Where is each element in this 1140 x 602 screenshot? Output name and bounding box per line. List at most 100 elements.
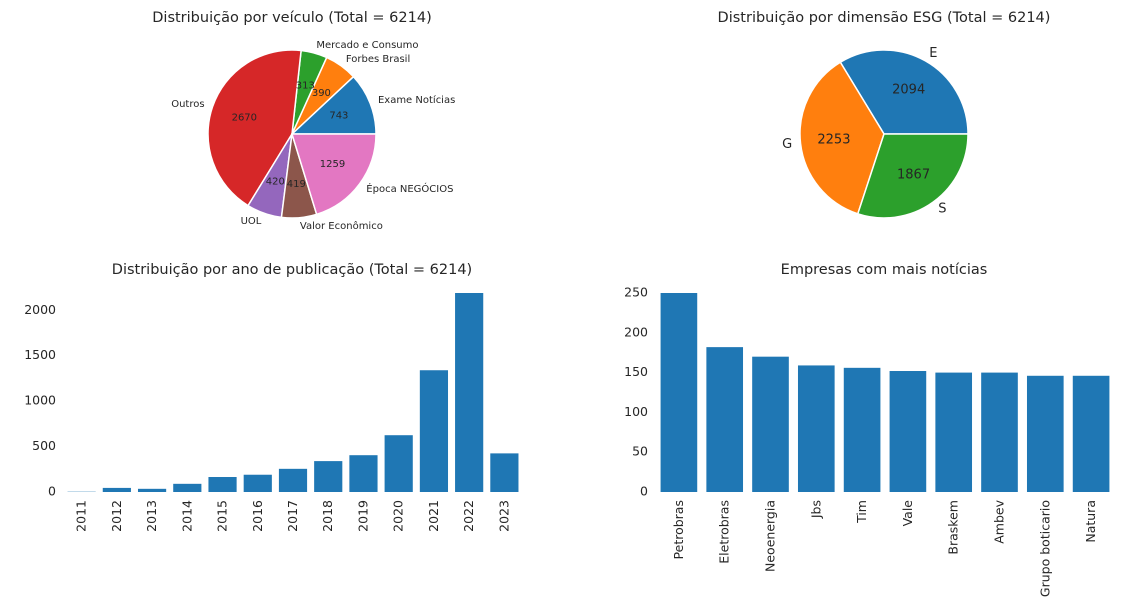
year-bar-2015 bbox=[208, 477, 237, 492]
year-ytick-2000: 2000 bbox=[24, 302, 56, 317]
company-ytick-50: 50 bbox=[632, 444, 648, 459]
company-xtick-eletrobras: Eletrobras bbox=[717, 500, 732, 564]
company-ytick-100: 100 bbox=[624, 404, 648, 419]
company-bar-panel: Empresas com mais notícias 0 50 100 150 200 2… bbox=[624, 262, 1110, 597]
company-bar-braskem bbox=[935, 372, 973, 492]
year-bar-title: Distribuição por ano de publicação (Tota… bbox=[112, 262, 472, 278]
vehicle-pie-value-forbes-brasil: 390 bbox=[312, 88, 331, 99]
year-bar-2020 bbox=[384, 435, 413, 492]
company-bar-jbs bbox=[797, 365, 835, 492]
company-bar-neoenergia bbox=[752, 356, 789, 492]
year-y-ticks: 0 500 1000 1500 2000 bbox=[24, 302, 56, 499]
year-bar-2018 bbox=[314, 461, 343, 492]
company-xtick-jbs: Jbs bbox=[808, 500, 823, 519]
year-xtick-2022: 2022 bbox=[461, 500, 476, 532]
year-ytick-500: 500 bbox=[32, 438, 56, 453]
vehicle-pie-label-forbes-brasil: Forbes Brasil bbox=[346, 54, 410, 65]
vehicle-pie-label-mercado-e-consumo: Mercado e Consumo bbox=[316, 40, 418, 51]
company-xtick-grupo-boticario: Grupo boticario bbox=[1037, 500, 1052, 597]
vehicle-pie-label-valor-economico: Valor Econômico bbox=[300, 220, 383, 232]
company-bar-tim bbox=[843, 367, 881, 492]
year-bar-2013 bbox=[137, 488, 167, 492]
company-xtick-petrobras: Petrobras bbox=[671, 500, 686, 559]
vehicle-pie-slices bbox=[207, 49, 377, 219]
vehicle-pie-label-epoca-negocios: Época NEGÓCIOS bbox=[366, 182, 453, 195]
esg-pie-value-s: 1867 bbox=[897, 167, 930, 182]
vehicle-pie-slice-epoca-negocios bbox=[290, 133, 377, 216]
esg-pie-slice-g bbox=[799, 61, 885, 215]
year-xtick-2019: 2019 bbox=[355, 500, 370, 532]
esg-pie-value-e: 2094 bbox=[892, 83, 925, 98]
company-bar-natura bbox=[1072, 375, 1110, 492]
year-xtick-2013: 2013 bbox=[144, 500, 159, 532]
year-bar-2012 bbox=[102, 487, 131, 492]
year-x-ticks: 2011 2012 2013 2014 2015 2016 2017 2018 2019 2020… bbox=[74, 500, 512, 532]
year-bar-2016 bbox=[243, 474, 272, 492]
vehicle-pie-label-exame-noticias: Exame Notícias bbox=[378, 94, 455, 106]
year-xtick-2021: 2021 bbox=[426, 500, 441, 532]
esg-pie-slices bbox=[799, 49, 969, 219]
company-xtick-natura: Natura bbox=[1083, 500, 1098, 543]
year-bar-2022 bbox=[455, 293, 484, 492]
year-ytick-0: 0 bbox=[48, 484, 56, 499]
company-xtick-braskem: Braskem bbox=[946, 500, 961, 555]
company-ytick-200: 200 bbox=[624, 324, 648, 339]
esg-pie-slice-s bbox=[856, 133, 969, 219]
vehicle-pie-value-epoca-negocios: 1259 bbox=[320, 159, 345, 170]
company-bar-ambev bbox=[981, 372, 1018, 492]
vehicle-pie-value-outros: 2670 bbox=[232, 113, 257, 124]
esg-pie-label-e: E bbox=[929, 46, 937, 61]
year-xtick-2016: 2016 bbox=[250, 500, 265, 532]
year-bar-panel: Distribuição por ano de publicação (Tota… bbox=[24, 262, 519, 532]
vehicle-pie-value-uol: 420 bbox=[266, 177, 285, 188]
esg-pie-slice-e bbox=[839, 49, 969, 135]
year-xtick-2020: 2020 bbox=[391, 500, 406, 532]
year-xtick-2012: 2012 bbox=[109, 500, 124, 532]
vehicle-pie-title: Distribuição por veículo (Total = 6214) bbox=[152, 10, 431, 26]
year-ytick-1000: 1000 bbox=[24, 393, 56, 408]
year-xtick-2023: 2023 bbox=[496, 500, 511, 532]
company-bar-grupo-boticario bbox=[1026, 375, 1064, 492]
esg-pie-value-g: 2253 bbox=[817, 132, 850, 147]
esg-pie-label-s: S bbox=[938, 201, 946, 216]
year-ytick-1500: 1500 bbox=[24, 347, 56, 362]
year-bar-2019 bbox=[349, 455, 378, 492]
vehicle-pie-labels: Exame Notícias 743 Forbes Brasil 390 Mercado… bbox=[171, 40, 455, 232]
company-xtick-vale: Vale bbox=[900, 500, 915, 527]
year-xtick-2011: 2011 bbox=[74, 500, 89, 532]
vehicle-pie-label-outros: Outros bbox=[171, 99, 204, 110]
company-ytick-250: 250 bbox=[624, 285, 648, 300]
vehicle-pie-slice-exame-noticias bbox=[290, 75, 377, 135]
esg-pie-labels: E 2094 G 2253 S 1867 bbox=[782, 46, 946, 216]
vehicle-pie-slice-outros bbox=[207, 49, 302, 207]
vehicle-pie-value-mercado-e-consumo: 313 bbox=[296, 80, 315, 91]
year-xtick-2015: 2015 bbox=[215, 500, 230, 532]
company-bar-vale bbox=[889, 371, 927, 492]
year-xtick-2014: 2014 bbox=[179, 500, 194, 532]
year-xtick-2017: 2017 bbox=[285, 500, 300, 532]
esg-pie-title: Distribuição por dimensão ESG (Total = 6… bbox=[718, 10, 1051, 26]
company-bar-title: Empresas com mais notícias bbox=[781, 262, 988, 278]
company-y-ticks: 0 50 100 150 200 250 bbox=[624, 285, 648, 499]
company-ytick-150: 150 bbox=[624, 364, 648, 379]
vehicle-pie-value-exame-noticias: 743 bbox=[329, 111, 348, 122]
company-xtick-neoenergia: Neoenergia bbox=[763, 500, 778, 572]
company-bars bbox=[660, 293, 1110, 492]
year-bars bbox=[67, 293, 519, 492]
company-xtick-ambev: Ambev bbox=[992, 499, 1007, 543]
vehicle-pie-label-uol: UOL bbox=[241, 216, 262, 227]
company-x-ticks: Petrobras Eletrobras Neoenergia Jbs Tim Vale B… bbox=[671, 499, 1098, 597]
year-bar-2021 bbox=[419, 370, 449, 492]
esg-pie-label-g: G bbox=[782, 137, 792, 152]
esg-pie-panel: Distribuição por dimensão ESG (Total = 6… bbox=[718, 10, 1051, 219]
year-bar-2017 bbox=[278, 468, 308, 492]
company-ytick-0: 0 bbox=[640, 484, 648, 499]
year-bar-2023 bbox=[490, 453, 519, 492]
company-xtick-tim: Tim bbox=[854, 500, 869, 524]
year-xtick-2018: 2018 bbox=[320, 500, 335, 532]
vehicle-pie-value-valor-economico: 419 bbox=[287, 179, 306, 190]
year-bar-2014 bbox=[173, 483, 202, 492]
vehicle-pie-panel: Distribuição por veículo (Total = 6214) … bbox=[152, 10, 455, 232]
